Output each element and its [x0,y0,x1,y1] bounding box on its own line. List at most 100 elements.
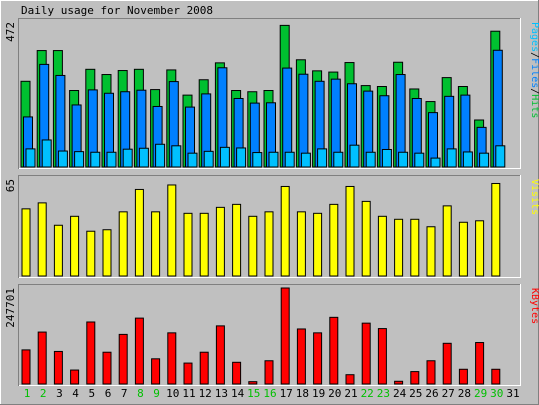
pages-bar-day-7 [122,148,133,168]
visits-bar-day-20 [329,203,339,277]
day-label-21: 21 [344,387,357,400]
day-label-28: 28 [458,387,471,400]
visits-bar-day-3 [53,224,63,277]
kbytes-bar-day-18 [296,328,306,385]
visits-bar-day-15 [248,215,258,277]
pages-bar-day-20 [333,151,344,168]
pages-bar-day-27 [446,148,457,168]
day-label-11: 11 [182,387,195,400]
visits-bar-day-22 [361,200,371,277]
visits-bar-day-26 [426,226,436,277]
day-label-1: 1 [24,387,31,400]
panel-2-bars [21,182,501,277]
kbytes-bar-day-8 [134,317,144,385]
pages-bar-day-10 [171,145,182,168]
kbytes-bar-day-28 [458,368,468,385]
day-label-13: 13 [215,387,228,400]
kbytes-bar-day-9 [151,358,161,385]
kbytes-bar-day-1 [21,349,31,385]
panel-1-ymax-label: 472 [4,22,17,42]
kbytes-bar-day-3 [53,350,63,385]
visits-bar-day-9 [151,211,161,277]
day-label-16: 16 [263,387,276,400]
kbytes-bar-day-23 [377,328,387,385]
ylabel-sep-2: / [529,88,539,94]
day-label-23: 23 [377,387,390,400]
visits-bar-day-21 [345,185,355,277]
day-label-29: 29 [474,387,487,400]
visits-bar-day-7 [118,211,128,277]
pages-bar-day-11 [187,152,198,168]
pages-bar-day-28 [462,151,473,168]
pages-bar-day-5 [90,151,101,168]
kbytes-bar-day-29 [475,342,485,385]
day-label-25: 25 [409,387,422,400]
kbytes-bar-day-5 [86,321,96,385]
x-axis-day-labels: 1 2 3 4 5 6 7 8 9 10 11 12 13 14 15 16 17 18 19 20 21 22 23 24 2… [24,387,520,400]
visits-bar-day-5 [86,230,96,277]
kbytes-bar-day-6 [102,351,112,385]
day-label-14: 14 [231,387,245,400]
visits-bar-day-2 [37,202,47,277]
visits-bar-day-1 [21,208,31,277]
pages-bar-day-19 [317,148,328,168]
day-label-24: 24 [393,387,407,400]
day-label-19: 19 [312,387,325,400]
visits-bar-day-17 [280,185,290,277]
kbytes-bar-day-12 [199,351,209,385]
day-label-2: 2 [40,387,47,400]
visits-bar-day-30 [491,182,501,277]
kbytes-bar-day-17 [280,287,290,385]
day-label-31: 31 [506,387,519,400]
kbytes-bar-day-16 [264,360,274,385]
kbytes-bar-day-14 [232,361,242,385]
panel-hits-files-pages: 472 Pages/Files/Hits [4,18,539,169]
panel-1-ylabel: Pages/Files/Hits [529,22,539,118]
kbytes-bar-day-2 [37,331,47,385]
kbytes-bar-day-13 [215,325,225,385]
kbytes-bar-day-26 [426,360,436,385]
day-label-20: 20 [328,387,341,400]
visits-bar-day-24 [394,218,404,277]
day-label-4: 4 [72,387,79,400]
kbytes-bar-day-27 [442,342,452,385]
visits-bar-day-6 [102,229,112,277]
visits-bar-day-25 [410,218,420,277]
pages-bar-day-30 [495,145,506,168]
pages-bar-day-24 [398,151,409,168]
visits-bar-day-28 [458,221,468,277]
kbytes-bar-day-4 [70,369,80,385]
pages-bar-day-6 [106,151,117,168]
day-label-15: 15 [247,387,260,400]
ylabel-sep-1: / [529,52,539,58]
visits-bar-day-13 [215,206,225,277]
day-label-10: 10 [166,387,179,400]
pages-bar-day-14 [236,147,247,168]
panel-visits: 65 Visits [4,175,539,278]
day-label-27: 27 [442,387,455,400]
day-label-9: 9 [153,387,160,400]
kbytes-bar-day-7 [118,333,128,385]
panel-kbytes: 247701 KBytes [4,284,539,386]
kbytes-bar-day-24 [394,380,404,385]
day-label-7: 7 [121,387,128,400]
pages-bar-day-17 [284,151,295,168]
kbytes-bar-day-21 [345,374,355,385]
kbytes-bar-day-22 [361,322,371,385]
chart-title: Daily usage for November 2008 [21,4,213,17]
visits-bar-day-16 [264,211,274,277]
visits-bar-day-18 [296,211,306,277]
panel-2-ymax-label: 65 [4,179,17,192]
day-label-26: 26 [425,387,438,400]
pages-bar-day-25 [414,152,425,168]
day-label-12: 12 [199,387,212,400]
day-label-18: 18 [296,387,309,400]
pages-bar-day-26 [430,157,441,168]
pages-bar-day-22 [365,151,376,168]
day-label-17: 17 [280,387,293,400]
pages-bar-day-15 [252,152,263,168]
day-label-8: 8 [137,387,144,400]
pages-bar-day-23 [381,148,392,168]
day-label-5: 5 [88,387,95,400]
